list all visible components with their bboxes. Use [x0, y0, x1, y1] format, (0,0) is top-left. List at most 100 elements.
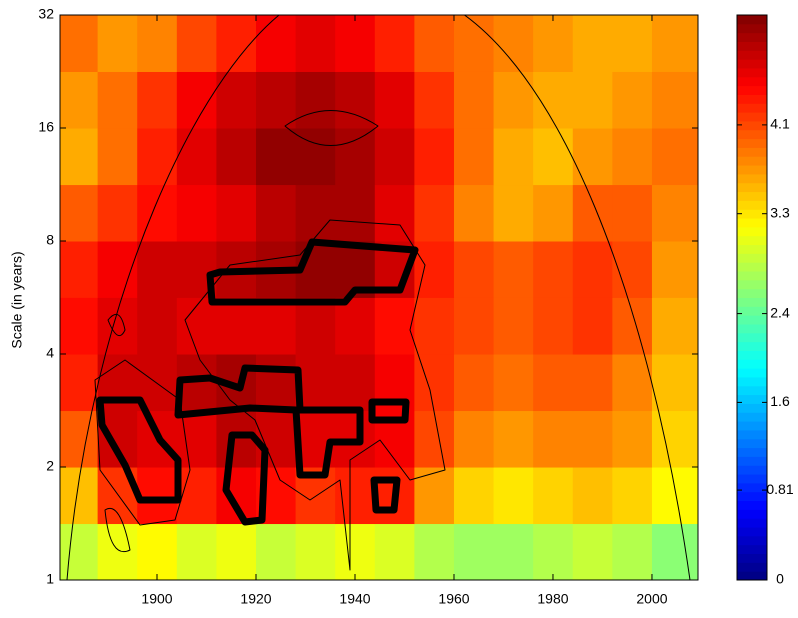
heatmap-cell [216, 71, 257, 129]
heatmap-cell [97, 128, 138, 186]
y-axis-label: Scale (in years) [9, 251, 25, 348]
heatmap-cell [60, 15, 99, 72]
y-tick-label: 4 [46, 345, 54, 361]
heatmap-cell [137, 128, 178, 186]
heatmap-cell [533, 240, 574, 298]
heatmap-cell [572, 71, 613, 129]
heatmap-cell [414, 467, 455, 525]
colorbar-step [737, 385, 767, 396]
colorbar-step [737, 332, 767, 343]
heatmap-cell [453, 128, 495, 186]
x-tick-label: 1900 [141, 591, 172, 607]
colorbar-step [737, 456, 767, 466]
colorbar-step [737, 553, 767, 563]
heatmap-cell [612, 71, 653, 129]
heatmap-cell [414, 71, 455, 129]
colorbar-step [737, 421, 767, 431]
colorbar-step [737, 323, 767, 334]
heatmap-cell [256, 71, 297, 129]
significance-contour [174, 364, 364, 479]
heatmap-cell [335, 523, 376, 580]
heatmap-cell [256, 297, 297, 355]
heatmap-cell [453, 354, 495, 412]
colorbar-step [737, 173, 767, 184]
heatmap-cell [651, 410, 698, 468]
heatmap-cell [651, 354, 698, 412]
heatmap-cell [414, 240, 455, 298]
colorbar-step [737, 315, 767, 325]
heatmap-cell [295, 523, 336, 580]
heatmap-cell [176, 128, 217, 186]
colorbar-step [737, 279, 767, 290]
contour [107, 313, 126, 337]
colorbar-step [737, 438, 767, 449]
colorbar-step [737, 288, 767, 298]
colorbar-step [737, 447, 767, 457]
heatmap-cell [256, 128, 297, 186]
contour [94, 359, 191, 526]
heatmap-cell [493, 467, 534, 525]
heatmap-cell [651, 184, 698, 242]
heatmap-cell [533, 410, 574, 468]
heatmap-cell [493, 240, 534, 298]
heatmap-cell [176, 523, 217, 580]
heatmap-cell [176, 410, 217, 468]
heatmap-cell [533, 71, 574, 129]
heatmap-cell [97, 71, 138, 129]
colorbar-step [737, 535, 767, 546]
colorbar-frame [736, 14, 768, 581]
x-tick-label: 1940 [339, 591, 370, 607]
heatmap-cell [572, 523, 613, 580]
heatmap-cell [176, 15, 217, 72]
x-tick-label: 1960 [438, 591, 469, 607]
heatmap-cell [453, 297, 495, 355]
colorbar-tick-label: 0.81 [766, 481, 793, 497]
colorbar-step [737, 562, 767, 572]
heatmap-cell [137, 523, 178, 580]
heatmap-cell [414, 184, 455, 242]
heatmap-cell [651, 467, 698, 525]
heatmap-cell [295, 184, 336, 242]
contour [184, 219, 446, 571]
significance-contour [370, 476, 401, 514]
colorbar-step [737, 112, 767, 122]
heatmap-cell [612, 184, 653, 242]
heatmap-cell [97, 297, 138, 355]
heatmap-cell [374, 523, 415, 580]
heatmap [60, 15, 698, 580]
heatmap-cell [612, 15, 653, 72]
y-tick-label: 8 [46, 232, 54, 248]
significance-contour [368, 398, 410, 424]
heatmap-cell [414, 15, 455, 72]
heatmap-cell [335, 467, 376, 525]
significance-contour [96, 396, 182, 504]
heatmap-cell [295, 15, 336, 72]
heatmap-cell [216, 184, 257, 242]
contour [284, 110, 379, 146]
colorbar-step [737, 359, 767, 369]
colorbar-step [737, 376, 767, 387]
colorbar-step [737, 500, 767, 510]
y-tick-label: 2 [46, 458, 54, 474]
colorbar-step [737, 120, 767, 131]
heatmap-cell [572, 467, 613, 525]
heatmap-cell [216, 128, 257, 186]
heatmap-cell [60, 240, 99, 298]
y-tick-label: 32 [38, 6, 54, 22]
x-tick-label: 1980 [537, 591, 568, 607]
heatmap-cell [493, 410, 534, 468]
heatmap-cell [493, 71, 534, 129]
colorbar-tick-label: 1.6 [770, 393, 790, 409]
colorbar-step [737, 226, 767, 237]
colorbar-step [737, 482, 767, 493]
heatmap-cell [60, 297, 99, 355]
colorbar-step [737, 412, 767, 422]
heatmap-cell [493, 354, 534, 412]
heatmap-cell [97, 523, 138, 580]
heatmap-cell [493, 184, 534, 242]
heatmap-cell [533, 15, 574, 72]
heatmap-cell [137, 240, 178, 298]
colorbar-step [737, 571, 767, 581]
heatmap-cell [612, 523, 653, 580]
colorbar-step [737, 94, 767, 104]
